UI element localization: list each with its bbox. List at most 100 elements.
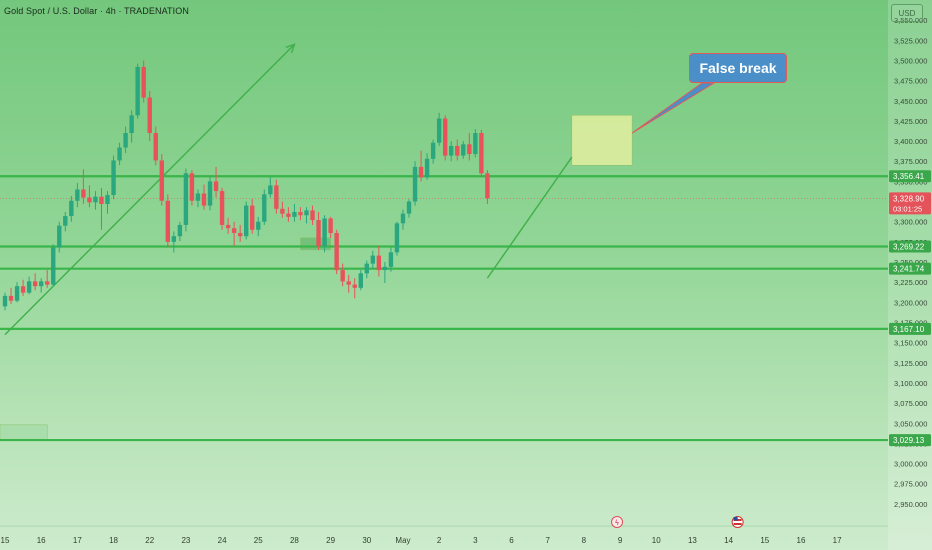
bear-candle (310, 210, 315, 221)
price-level-label (889, 240, 931, 253)
us-flag-stripe (733, 523, 742, 525)
price-tick-label: 3,300.000 (894, 218, 927, 227)
bear-candle (99, 196, 104, 204)
bull-candle (14, 286, 20, 301)
bear-candle (231, 228, 237, 233)
bear-candle (32, 281, 38, 287)
price-tick-label: 3,000.000 (894, 460, 927, 469)
bull-candle (111, 160, 116, 196)
bear-candle (286, 213, 291, 217)
price-tick-label: 3,550.000 (894, 16, 927, 25)
bull-candle (63, 216, 68, 226)
bear-candle (442, 118, 448, 156)
trend-line (4, 43, 295, 336)
bull-candle (207, 181, 213, 206)
price-tick-label: 3,400.000 (894, 137, 927, 146)
bear-candle (346, 281, 351, 285)
price-level-text: 3,328.90 (893, 194, 925, 203)
time-tick-label: 24 (218, 536, 227, 545)
time-tick-label: 14 (724, 536, 733, 545)
time-tick-label: 8 (582, 536, 587, 545)
price-level-text: 3,241.74 (893, 265, 925, 274)
bull-candle (135, 66, 140, 116)
bear-candle (479, 133, 484, 174)
price-level-label (889, 322, 931, 335)
price-tick-label: 2,975.000 (894, 480, 927, 489)
bull-candle (51, 247, 56, 285)
bull-candle (449, 145, 454, 156)
price-level-label (889, 434, 931, 447)
bull-candle (430, 142, 436, 159)
bear-candle (141, 66, 146, 98)
price-level-text: 3,269.22 (893, 243, 925, 252)
highlight-zone (571, 115, 633, 166)
bear-candle (467, 144, 472, 154)
bull-candle (171, 236, 177, 242)
price-tick-label: 3,050.000 (894, 419, 927, 428)
bull-candle (57, 225, 62, 248)
bear-candle (237, 232, 243, 237)
time-tick-label: 18 (109, 536, 118, 545)
bull-candle (26, 281, 32, 293)
time-tick-label: May (395, 536, 410, 545)
bull-candle (75, 189, 80, 201)
bull-candle (256, 221, 261, 230)
bear-candle (45, 281, 50, 285)
bull-candle (262, 194, 267, 222)
us-flag-canton (733, 517, 738, 521)
bull-candle (436, 118, 442, 143)
false-break-callout: False break (689, 53, 787, 83)
bear-candle (201, 193, 207, 206)
price-level-text: 3,167.10 (893, 325, 925, 334)
countdown-text: 03:01:25 (893, 204, 922, 213)
bear-candle (418, 166, 424, 178)
bull-candle (123, 133, 128, 148)
bull-candle (195, 193, 201, 201)
time-tick-label: 10 (652, 536, 661, 545)
price-level-text: 3,029.13 (893, 436, 925, 445)
bear-candle (328, 218, 333, 233)
bull-candle (461, 144, 466, 156)
time-tick-label: 17 (73, 536, 82, 545)
bear-candle (352, 284, 357, 288)
bear-candle (213, 181, 219, 192)
bear-candle (189, 173, 195, 201)
time-tick-label: 7 (545, 536, 550, 545)
price-tick-label: 3,500.000 (894, 56, 927, 65)
lightning-icon: ϟ (615, 520, 619, 527)
bear-candle (159, 160, 164, 201)
bear-candle (147, 97, 152, 134)
bull-candle (406, 201, 412, 214)
bear-candle (8, 295, 14, 301)
price-tick-label: 3,425.000 (894, 117, 927, 126)
bear-candle (81, 189, 86, 198)
time-tick-label: 29 (326, 536, 335, 545)
time-tick-label: 6 (509, 536, 514, 545)
price-level-label (889, 262, 931, 275)
time-tick-label: 30 (362, 536, 371, 545)
callout-pointer (631, 82, 716, 134)
price-tick-label: 3,200.000 (894, 298, 927, 307)
trend-line (486, 156, 573, 279)
time-tick-label: 2 (437, 536, 442, 545)
bear-candle (20, 286, 26, 293)
bull-candle (105, 195, 110, 204)
currency-button[interactable]: USD (891, 4, 923, 22)
bear-candle (376, 255, 382, 271)
bear-candle (334, 232, 339, 271)
bear-candle (340, 270, 345, 282)
bear-candle (250, 205, 255, 230)
bull-candle (400, 213, 406, 224)
bear-candle (153, 133, 158, 161)
bull-candle (2, 295, 8, 307)
price-tick-label: 3,375.000 (894, 157, 927, 166)
bear-candle (87, 197, 92, 203)
bear-candle (485, 173, 490, 199)
time-tick-label: 15 (760, 536, 769, 545)
bull-candle (358, 273, 363, 288)
bull-candle (388, 252, 394, 267)
bull-candle (129, 115, 134, 134)
economic-event-icon (611, 516, 624, 528)
bull-candle (424, 158, 430, 178)
